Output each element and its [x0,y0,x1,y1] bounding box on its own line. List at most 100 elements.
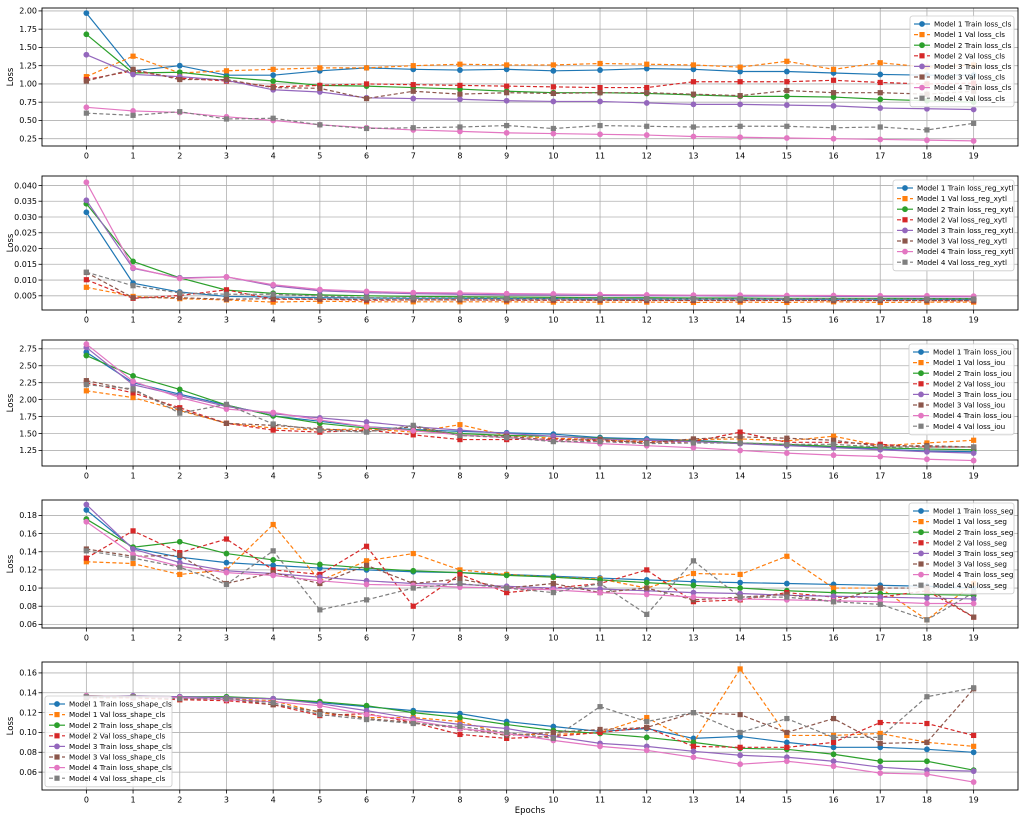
legend-item: Model 2 Train loss_reg_xytl [897,205,1013,214]
series-line [86,695,974,783]
legend-item: Model 2 Train loss_shape_cls [49,721,172,730]
y-tick-label: 0.10 [19,728,37,737]
legend-box [908,343,1015,436]
data-point [784,591,790,598]
data-point [130,53,136,59]
legend-label: Model 4 Train loss_iou [933,411,1012,420]
legend-marker [919,95,925,101]
data-point [83,341,90,347]
data-point [830,433,837,439]
data-point [410,720,416,727]
legend-label: Model 4 Val loss_cls [934,94,1005,103]
data-point [83,179,90,186]
legend-item: Model 2 Val loss_cls [914,51,1005,60]
data-point [877,453,884,460]
data-point [970,137,977,144]
legend-marker [54,701,60,707]
subplot-2: 0 1 2 3 4 5 6 7 8 9 10 11 12 13 14 15 16 17 18 190.0050.010… [6,175,1019,325]
data-point [130,394,136,401]
data-point [643,100,650,106]
data-point [924,739,930,745]
y-tick-label: 0.12 [19,708,37,717]
data-point [130,546,136,552]
data-point [737,79,743,85]
data-point [270,281,277,288]
data-point [550,67,557,74]
data-point [597,60,603,67]
data-point [317,296,323,302]
data-point [550,433,557,440]
series-8 [83,109,977,133]
series-line [86,688,975,744]
data-point [550,295,556,301]
data-point [270,562,277,569]
data-point [504,90,510,96]
y-tick-label: 0.10 [19,584,37,593]
data-point [783,93,790,100]
data-point [924,617,930,623]
x-tick-label: 9 [504,472,509,481]
legend-label: Model 3 Val loss_seg [933,560,1007,569]
legend-label: Model 3 Val loss_shape_cls [69,753,165,762]
x-tick-label: 3 [224,316,229,325]
data-point [690,66,697,73]
legend-item: Model 1 Train loss_cls [914,20,1012,29]
x-tick-label: 14 [735,796,745,805]
x-tick-label: 4 [271,316,276,325]
x-tick-label: 14 [735,316,745,325]
y-axis-label: Loss [6,67,16,86]
series-line [85,504,974,600]
data-point [690,558,697,564]
x-tick-label: 1 [131,796,136,805]
legend-label: Model 4 Train loss_seg [933,570,1013,579]
data-point [223,406,230,412]
x-tick-label: 5 [317,152,322,161]
data-point [363,95,370,102]
data-point [784,123,790,129]
legend-label: Model 2 Train loss_shape_cls [69,721,172,730]
legend-box [44,695,173,788]
x-tick-label: 13 [688,472,698,481]
data-point [550,125,556,132]
data-point [223,116,230,122]
data-point [83,507,90,513]
grid [42,662,1018,790]
data-point [177,564,183,570]
y-tick-label: 2.25 [19,378,37,387]
data-point [363,295,370,301]
data-point [270,521,276,528]
data-point [971,685,977,691]
data-point [130,264,136,271]
x-tick-label: 3 [224,796,229,805]
legend-marker [54,712,60,718]
legend-item: Model 4 Val loss_cls [914,94,1005,103]
x-tick-label: 9 [504,152,509,161]
data-point [363,707,370,714]
series-line [85,33,974,103]
legend-marker [54,733,60,739]
data-point [737,429,743,435]
data-point [410,63,416,69]
data-point [363,702,370,709]
y-tick-label: 2.00 [19,395,37,404]
data-point [270,291,276,297]
legend-marker [902,248,908,255]
data-point [877,444,883,450]
legend-item: Model 3 Val loss_cls [914,73,1005,82]
data-point [971,437,977,443]
legend-item: Model 3 Train loss_iou [913,390,1012,399]
legend-item: Model 1 Val loss_seg [913,517,1007,526]
legend-label: Model 3 Train loss_cls [934,62,1012,71]
data-point [503,721,510,728]
x-tick-label: 7 [411,316,416,325]
x-tick-label: 9 [504,316,509,325]
x-tick-label: 6 [364,796,369,805]
series-line [86,106,974,142]
series-line [86,687,974,740]
data-point [223,559,230,566]
x-tick-label: 14 [735,634,745,643]
legend-label: Model 1 Train loss_cls [934,20,1012,29]
data-point [83,501,90,508]
legend-item: Model 4 Train loss_iou [913,411,1012,420]
